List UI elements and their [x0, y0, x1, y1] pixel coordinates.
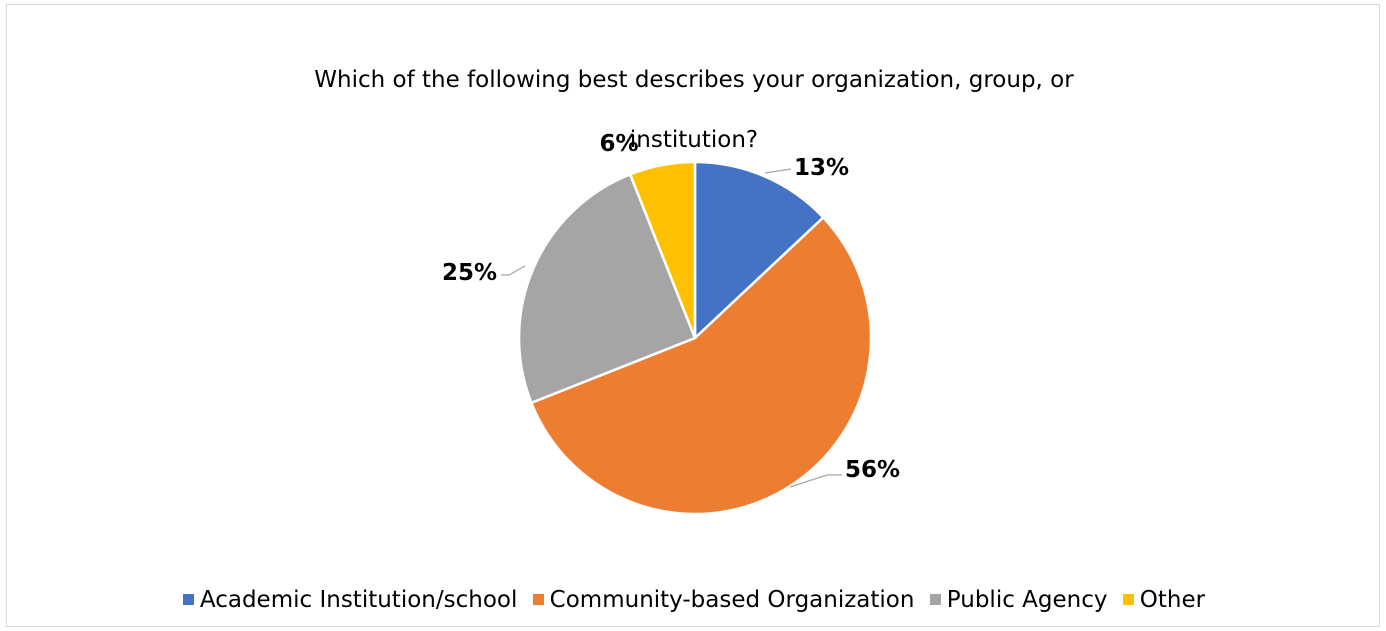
data-label-other: 6% — [599, 131, 638, 157]
chart-title-line-1: Which of the following best describes yo… — [314, 67, 1074, 93]
legend-item-community: Community-based Organization — [532, 585, 915, 615]
chart-title: Which of the following best describes yo… — [7, 35, 1381, 185]
pie-slice-public-agency — [517, 172, 697, 405]
legend-label-other: Other — [1139, 587, 1206, 613]
leader-line-community-based-organization — [789, 474, 842, 488]
legend-item-other: Other — [1122, 585, 1206, 615]
data-label-community-based-organization: 56% — [845, 457, 900, 483]
legend-swatch-academic — [182, 594, 194, 605]
legend-swatch-public-agency — [929, 594, 941, 605]
legend: Academic Institution/school Community-ba… — [7, 585, 1381, 615]
legend-label-community: Community-based Organization — [549, 587, 915, 613]
legend-swatch-community — [532, 594, 544, 605]
legend-label-public-agency: Public Agency — [946, 587, 1108, 613]
pie-slice-community-based-organization — [529, 215, 873, 516]
chart-frame: Which of the following best describes yo… — [6, 4, 1380, 627]
data-label-public-agency: 25% — [442, 260, 497, 286]
legend-label-academic: Academic Institution/school — [199, 587, 518, 613]
leader-line-public-agency — [501, 265, 526, 276]
chart-title-line-2: institution? — [629, 127, 759, 153]
legend-swatch-other — [1122, 594, 1134, 605]
pie-slice-other — [628, 160, 697, 339]
data-label-academic-institution-school: 13% — [794, 155, 849, 181]
pie-slice-academic-institution-school — [693, 160, 826, 341]
legend-item-public-agency: Public Agency — [929, 585, 1108, 615]
pie-chart: 13% 56% 25% 6% — [442, 131, 900, 516]
leader-line-academic-institution-school — [764, 168, 792, 174]
legend-item-academic: Academic Institution/school — [182, 585, 518, 615]
